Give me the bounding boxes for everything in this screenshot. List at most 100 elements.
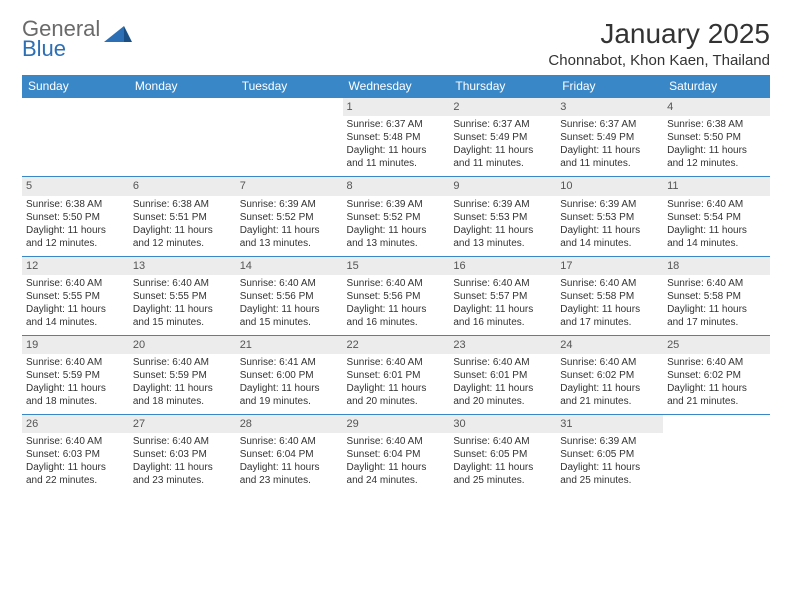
day-info: Sunrise: 6:40 AMSunset: 5:58 PMDaylight:… <box>667 277 766 329</box>
day-info: Sunrise: 6:40 AMSunset: 6:03 PMDaylight:… <box>133 435 232 487</box>
location: Chonnabot, Khon Kaen, Thailand <box>548 52 770 69</box>
daylight-text: Daylight: 11 hours and 16 minutes. <box>453 303 552 329</box>
day-number: 11 <box>663 177 770 195</box>
calendar-day-cell: 31Sunrise: 6:39 AMSunset: 6:05 PMDayligh… <box>556 415 663 494</box>
calendar-day-cell: 30Sunrise: 6:40 AMSunset: 6:05 PMDayligh… <box>449 415 556 494</box>
day-number: 3 <box>556 98 663 116</box>
sunrise-text: Sunrise: 6:40 AM <box>240 277 339 290</box>
calendar-day-cell: 11Sunrise: 6:40 AMSunset: 5:54 PMDayligh… <box>663 177 770 256</box>
sunrise-text: Sunrise: 6:40 AM <box>453 277 552 290</box>
day-info: Sunrise: 6:40 AMSunset: 5:57 PMDaylight:… <box>453 277 552 329</box>
day-info: Sunrise: 6:40 AMSunset: 5:59 PMDaylight:… <box>26 356 125 408</box>
daylight-text: Daylight: 11 hours and 16 minutes. <box>347 303 446 329</box>
sunrise-text: Sunrise: 6:40 AM <box>26 277 125 290</box>
calendar-day-cell: 5Sunrise: 6:38 AMSunset: 5:50 PMDaylight… <box>22 177 129 256</box>
weekday-header: Sunday <box>22 75 129 98</box>
sunset-text: Sunset: 5:50 PM <box>667 131 766 144</box>
day-number: 4 <box>663 98 770 116</box>
calendar-day-cell: 17 Sunrise: 6:40 AMSunset: 5:58 PMDayligh… <box>556 256 663 335</box>
daylight-text: Daylight: 11 hours and 18 minutes. <box>26 382 125 408</box>
daylight-text: Daylight: 11 hours and 17 minutes. <box>560 303 659 329</box>
weekday-header: Thursday <box>449 75 556 98</box>
daylight-text: Daylight: 11 hours and 23 minutes. <box>240 461 339 487</box>
day-info: Sunrise: 6:40 AMSunset: 6:04 PMDaylight:… <box>347 435 446 487</box>
day-number: 1 <box>343 98 450 116</box>
day-number: 28 <box>236 415 343 433</box>
day-info: Sunrise: 6:40 AMSunset: 5:56 PMDaylight:… <box>347 277 446 329</box>
day-number: 17 <box>556 257 663 275</box>
day-info: Sunrise: 6:37 AMSunset: 5:48 PMDaylight:… <box>347 118 446 170</box>
calendar-week-row: 12Sunrise: 6:40 AMSunset: 5:55 PMDayligh… <box>22 256 770 335</box>
day-number: 9 <box>449 177 556 195</box>
day-number: 23 <box>449 336 556 354</box>
daylight-text: Daylight: 11 hours and 12 minutes. <box>667 144 766 170</box>
day-number: 25 <box>663 336 770 354</box>
logo-text-2: Blue <box>22 38 100 60</box>
daylight-text: Daylight: 11 hours and 13 minutes. <box>453 224 552 250</box>
day-number: 19 <box>22 336 129 354</box>
sunset-text: Sunset: 6:05 PM <box>453 448 552 461</box>
day-number: 14 <box>236 257 343 275</box>
day-number: 8 <box>343 177 450 195</box>
calendar-day-cell: 1 Sunrise: 6:37 AMSunset: 5:48 PMDaylight… <box>343 98 450 177</box>
sunset-text: Sunset: 5:58 PM <box>560 290 659 303</box>
calendar-day-cell: 19 Sunrise: 6:40 AMSunset: 5:59 PMDayligh… <box>22 335 129 414</box>
sunset-text: Sunset: 5:49 PM <box>453 131 552 144</box>
sunset-text: Sunset: 6:03 PM <box>133 448 232 461</box>
day-number: 13 <box>129 257 236 275</box>
sunrise-text: Sunrise: 6:38 AM <box>26 198 125 211</box>
calendar-week-row: 5 Sunrise: 6:38 AMSunset: 5:50 PM Daylight… <box>22 177 770 256</box>
sunset-text: Sunset: 5:56 PM <box>240 290 339 303</box>
sunrise-text: Sunrise: 6:40 AM <box>133 356 232 369</box>
sunset-text: Sunset: 5:54 PM <box>667 211 766 224</box>
calendar-day-cell: 29Sunrise: 6:40 AMSunset: 6:04 PMDayligh… <box>343 415 450 494</box>
day-number: 27 <box>129 415 236 433</box>
weekday-header: Friday <box>556 75 663 98</box>
day-info: Sunrise: 6:40 AMSunset: 6:01 PMDaylight:… <box>453 356 552 408</box>
calendar-day-cell: 18Sunrise: 6:40 AMSunset: 5:58 PMDayligh… <box>663 256 770 335</box>
calendar-day-cell <box>22 98 129 177</box>
sunset-text: Sunset: 6:04 PM <box>347 448 446 461</box>
day-number: 10 <box>556 177 663 195</box>
sunrise-text: Sunrise: 6:40 AM <box>347 356 446 369</box>
day-info: Sunrise: 6:38 AMSunset: 5:51 PMDaylight:… <box>133 198 232 250</box>
day-info: Sunrise: 6:40 AMSunset: 6:02 PMDaylight:… <box>560 356 659 408</box>
daylight-text: Daylight: 11 hours and 20 minutes. <box>347 382 446 408</box>
day-number: 24 <box>556 336 663 354</box>
day-info: Sunrise: 6:40 AMSunset: 6:01 PMDaylight:… <box>347 356 446 408</box>
calendar-week-row: 1 Sunrise: 6:37 AMSunset: 5:48 PMDaylight… <box>22 98 770 177</box>
day-info: Sunrise: 6:40 AMSunset: 5:58 PMDaylight:… <box>560 277 659 329</box>
daylight-text: Daylight: 11 hours and 14 minutes. <box>26 303 125 329</box>
sunrise-text: Sunrise: 6:40 AM <box>240 435 339 448</box>
sunset-text: Sunset: 6:01 PM <box>347 369 446 382</box>
calendar-day-cell <box>236 98 343 177</box>
calendar-day-cell: 24 Sunrise: 6:40 AMSunset: 6:02 PMDayligh… <box>556 335 663 414</box>
weekday-header: Wednesday <box>343 75 450 98</box>
sunset-text: Sunset: 5:59 PM <box>133 369 232 382</box>
title-block: January 2025 Chonnabot, Khon Kaen, Thail… <box>548 18 770 69</box>
calendar-table: Sunday Monday Tuesday Wednesday Thursday… <box>22 75 770 493</box>
weekday-header: Monday <box>129 75 236 98</box>
calendar-day-cell: 23 Sunrise: 6:40 AMSunset: 6:01 PMDayligh… <box>449 335 556 414</box>
calendar-day-cell: 27 Sunrise: 6:40 AMSunset: 6:03 PMDayligh… <box>129 415 236 494</box>
sunrise-text: Sunrise: 6:41 AM <box>240 356 339 369</box>
day-info: Sunrise: 6:39 AMSunset: 5:53 PMDaylight:… <box>560 198 659 250</box>
day-number: 16 <box>449 257 556 275</box>
calendar-week-row: 19Sunrise: 6:40 AMSunset: 5:59 PMDayligh… <box>22 335 770 414</box>
daylight-text: Daylight: 11 hours and 13 minutes. <box>240 224 339 250</box>
sunset-text: Sunset: 6:04 PM <box>240 448 339 461</box>
sunset-text: Sunset: 5:51 PM <box>133 211 232 224</box>
day-info: Sunrise: 6:39 AMSunset: 5:52 PMDaylight:… <box>240 198 339 250</box>
calendar-body: 1 Sunrise: 6:37 AMSunset: 5:48 PMDaylight… <box>22 98 770 494</box>
daylight-text: Daylight: 11 hours and 12 minutes. <box>133 224 232 250</box>
day-info: Sunrise: 6:41 AMSunset: 6:00 PMDaylight:… <box>240 356 339 408</box>
calendar-day-cell: 20Sunrise: 6:40 AMSunset: 5:59 PMDayligh… <box>129 335 236 414</box>
sunrise-text: Sunrise: 6:40 AM <box>347 277 446 290</box>
day-number: 5 <box>22 177 129 195</box>
day-info: Sunrise: 6:40 AMSunset: 5:59 PMDaylight:… <box>133 356 232 408</box>
daylight-text: Daylight: 11 hours and 25 minutes. <box>453 461 552 487</box>
calendar-day-cell: 14Sunrise: 6:40 AMSunset: 5:56 PMDayligh… <box>236 256 343 335</box>
sunset-text: Sunset: 5:55 PM <box>26 290 125 303</box>
day-info: Sunrise: 6:40 AMSunset: 5:55 PMDaylight:… <box>26 277 125 329</box>
sunset-text: Sunset: 5:50 PM <box>26 211 125 224</box>
